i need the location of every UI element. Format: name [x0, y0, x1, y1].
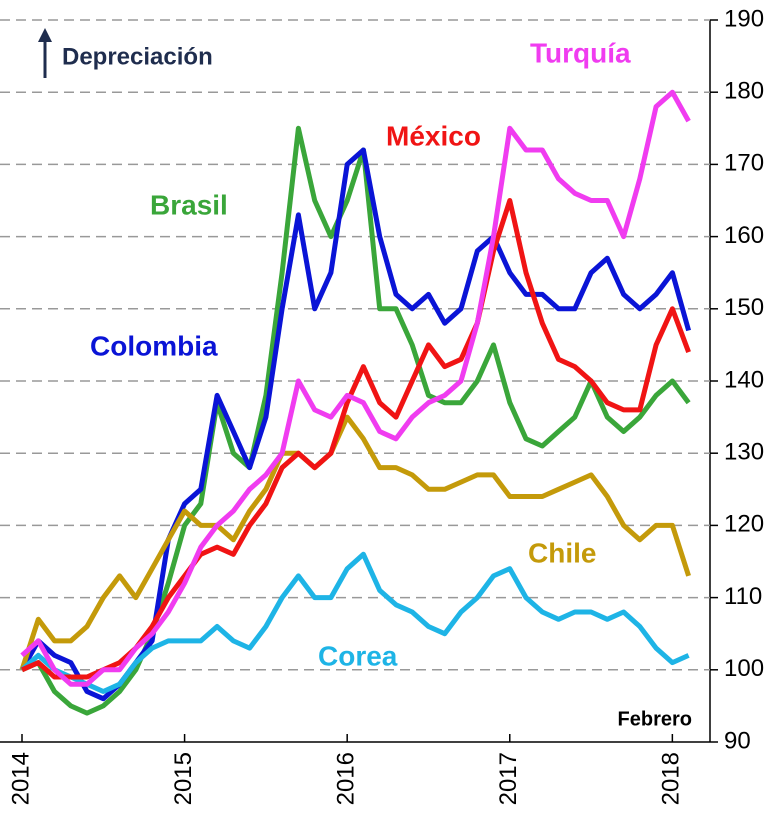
series-label: México	[386, 120, 481, 151]
annotation: Depreciación	[62, 43, 213, 70]
series-label: Colombia	[90, 330, 218, 361]
x-tick-label: 2015	[170, 752, 197, 805]
series-label: Turquía	[530, 37, 631, 68]
y-tick-label: 190	[724, 5, 764, 32]
y-tick-label: 90	[724, 727, 751, 754]
x-tick-label: 2016	[333, 752, 360, 805]
y-tick-label: 180	[724, 78, 764, 105]
x-tick-label: 2018	[658, 752, 685, 805]
series-line	[20, 89, 691, 687]
series-label: Brasil	[150, 189, 228, 220]
y-tick-label: 120	[724, 511, 764, 538]
series-line	[20, 551, 690, 694]
x-tick-label: 2014	[7, 752, 34, 805]
y-tick-label: 110	[724, 583, 762, 610]
series-label: Corea	[318, 640, 398, 671]
y-tick-label: 160	[724, 222, 764, 249]
series-line	[19, 414, 691, 671]
series-label: Chile	[528, 537, 596, 568]
series-line	[20, 125, 691, 716]
y-tick-label: 150	[724, 294, 764, 321]
y-tick-label: 170	[724, 150, 764, 177]
y-tick-label: 100	[724, 655, 764, 682]
x-tick-label: 2017	[495, 752, 522, 805]
annotation: Febrero	[618, 708, 692, 730]
series-line	[20, 198, 691, 680]
y-tick-label: 130	[724, 439, 764, 466]
arrow-head	[38, 28, 52, 42]
y-tick-label: 140	[724, 366, 764, 393]
